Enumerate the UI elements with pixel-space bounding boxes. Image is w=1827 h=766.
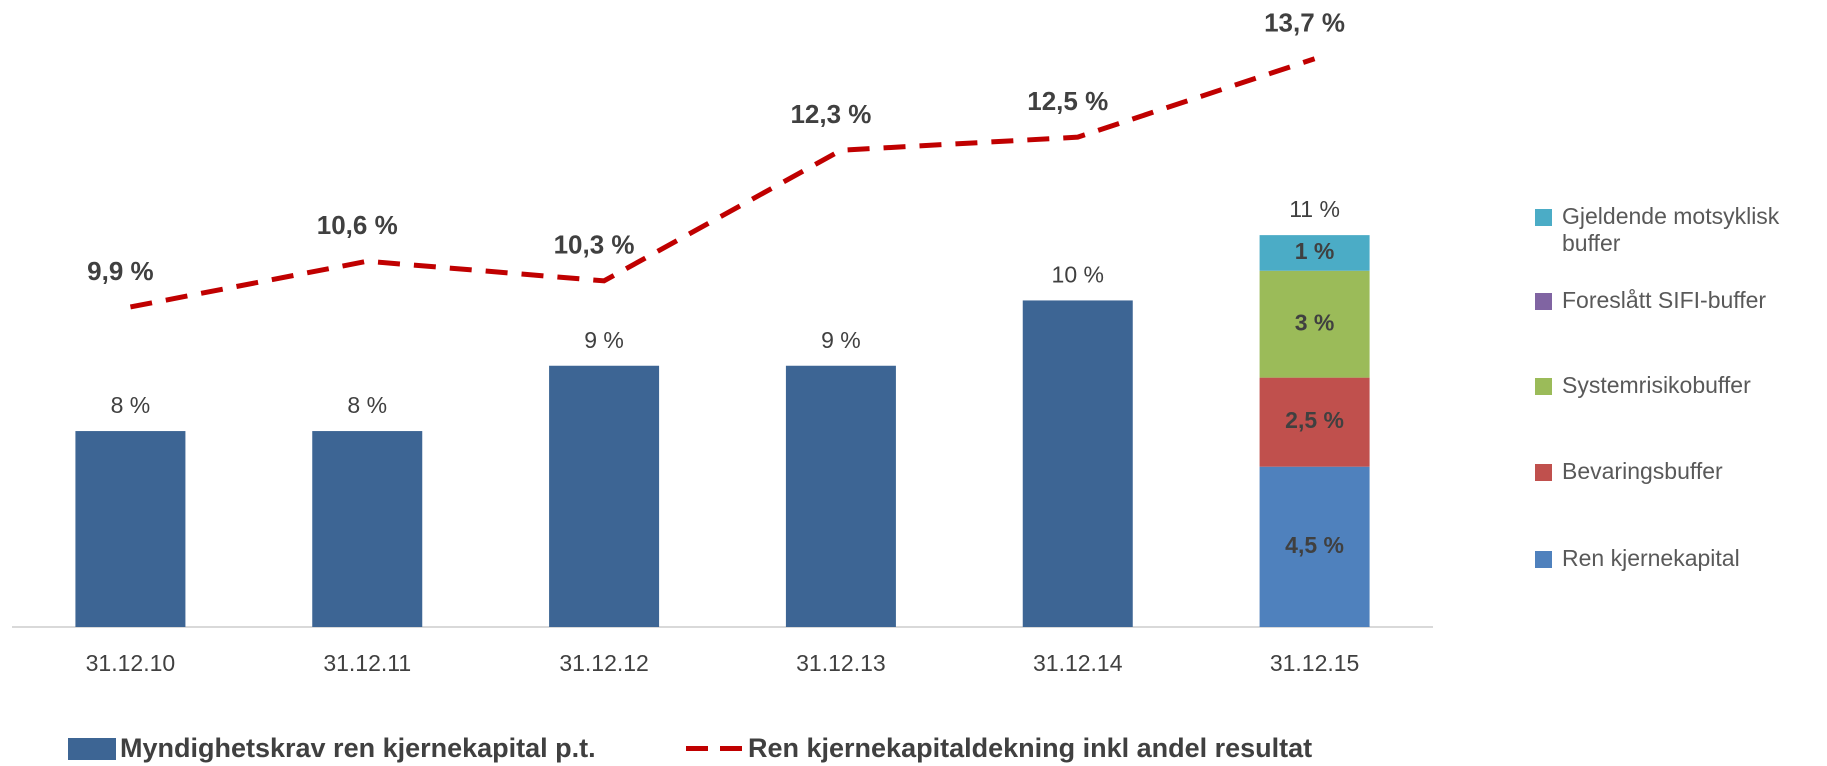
legend-item: Foreslått SIFI-buffer	[1535, 287, 1825, 314]
segment-label: 2,5 %	[1285, 407, 1344, 433]
x-tick-label: 31.12.14	[1033, 650, 1123, 676]
line-label: 12,5 %	[1027, 86, 1108, 116]
stack-segment	[1259, 377, 1370, 467]
legend-swatch	[1535, 209, 1552, 226]
line-label: 12,3 %	[790, 99, 871, 129]
legend-item: Ren kjernekapital	[1535, 545, 1825, 572]
x-tick-label: 31.12.11	[323, 650, 411, 676]
legend-swatch	[68, 737, 116, 760]
legend-swatch	[1535, 464, 1552, 481]
bar-label: 10 %	[1052, 262, 1104, 288]
legend-label: Ren kjernekapitaldekning inkl andel resu…	[748, 733, 1313, 763]
legend-swatch	[686, 746, 742, 751]
segment-label: 1 %	[1295, 238, 1335, 264]
legend-swatch	[1535, 551, 1552, 568]
bar	[785, 365, 896, 627]
stack-segment	[1259, 235, 1370, 271]
line-label: 10,6 %	[317, 210, 398, 240]
bar	[312, 431, 423, 627]
x-tick-label: 31.12.10	[86, 650, 176, 676]
legend-item: Myndighetskrav ren kjernekapital p.t.	[68, 733, 596, 764]
bar-label: 8 %	[347, 392, 387, 418]
legend-swatch	[1535, 293, 1552, 310]
x-tick-label: 31.12.13	[796, 650, 886, 676]
x-tick-label: 31.12.12	[559, 650, 649, 676]
bar-label: 9 %	[821, 327, 861, 353]
bar	[75, 431, 186, 627]
legend-item: Gjeldende motsyklisk buffer	[1535, 203, 1825, 257]
line-label: 9,9 %	[87, 256, 154, 286]
legend-item: Bevaringsbuffer	[1535, 458, 1825, 485]
bar-label: 8 %	[111, 392, 151, 418]
line-label: 13,7 %	[1264, 8, 1345, 38]
legend-label: Systemrisikobuffer	[1562, 372, 1751, 398]
total-label: 11 %	[1289, 196, 1340, 222]
segment-label: 4,5 %	[1285, 532, 1344, 558]
legend-label: Ren kjernekapital	[1562, 545, 1740, 571]
legend-item: Ren kjernekapitaldekning inkl andel resu…	[686, 733, 1312, 764]
line-label: 10,3 %	[554, 230, 635, 260]
x-tick-label: 31.12.15	[1270, 650, 1360, 676]
legend-swatch	[1535, 378, 1552, 395]
bar	[549, 365, 660, 627]
legend-label: Foreslått SIFI-buffer	[1562, 287, 1767, 313]
bar-label: 9 %	[584, 327, 624, 353]
legend-label: Gjeldende motsyklisk buffer	[1562, 203, 1780, 256]
stack-segment	[1259, 466, 1370, 627]
stack-segment	[1259, 270, 1370, 378]
legend-label: Bevaringsbuffer	[1562, 458, 1723, 484]
legend-item: Systemrisikobuffer	[1535, 372, 1825, 399]
legend-label: Myndighetskrav ren kjernekapital p.t.	[120, 733, 596, 763]
line	[129, 56, 1316, 310]
segment-label: 3 %	[1295, 309, 1335, 335]
bar	[1022, 300, 1133, 627]
